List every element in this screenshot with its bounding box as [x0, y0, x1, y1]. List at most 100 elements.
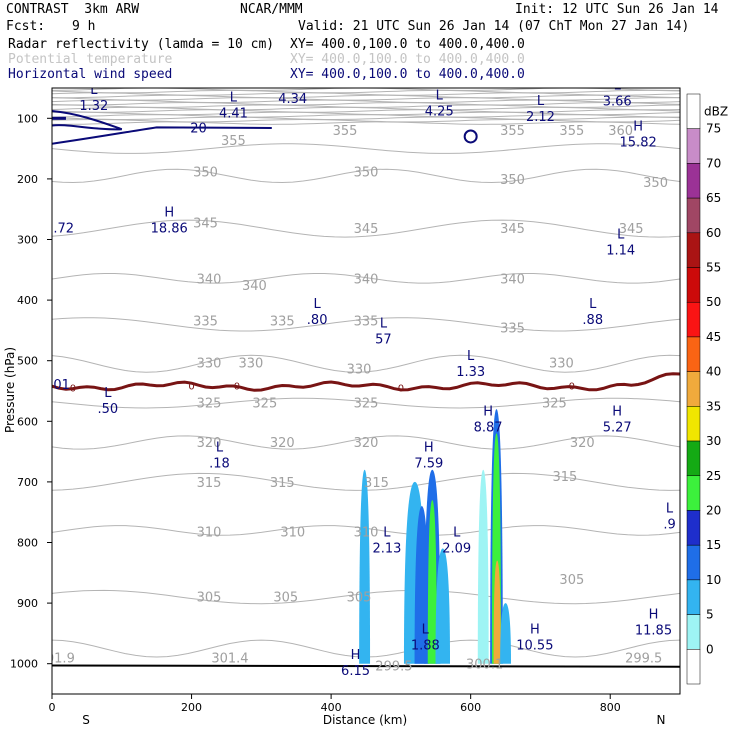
theta-line [52, 101, 680, 106]
colorbar-label: 40 [706, 365, 721, 379]
theta-label: 340 [500, 272, 525, 287]
colorbar-label: 65 [706, 191, 721, 205]
theta-label: 350 [500, 173, 525, 188]
colorbar-segment [686, 93, 701, 129]
theta-label: 345 [500, 222, 525, 237]
extremum-marker: L [216, 441, 224, 456]
field-name-theta: Potential temperature [8, 52, 173, 67]
freezing-level-label: 0 [398, 383, 404, 394]
theta-label: 330 [549, 357, 574, 372]
theta-label: 340 [354, 272, 379, 287]
extremum-marker: L [614, 78, 622, 93]
colorbar-label: 70 [706, 156, 721, 170]
theta-line [52, 116, 680, 120]
colorbar-label: 25 [706, 469, 721, 483]
theta-line [52, 99, 680, 103]
extremum-value: 18.86 [151, 222, 188, 237]
y-tick-label: 800 [17, 537, 38, 550]
extremum-marker: L [90, 83, 98, 98]
extremum-value: 57 [375, 332, 392, 347]
field-name-reflectivity: Radar reflectivity (lamda = 10 cm) [8, 37, 275, 52]
header-fcst-label: Fcst: [6, 19, 46, 34]
extremum-value: 4.34 [278, 92, 307, 107]
extremum-value: 3.66 [603, 94, 632, 109]
x-tick-label: 800 [600, 701, 621, 714]
colorbar-segment [686, 371, 701, 407]
colorbar-segment [686, 475, 701, 511]
extremum-value: .72 [53, 222, 74, 237]
theta-label: 350 [193, 166, 218, 181]
extremum-marker: L [104, 386, 112, 401]
freezing-level-label: 0 [234, 382, 240, 393]
theta-label: 325 [542, 397, 567, 412]
theta-label: 340 [197, 272, 222, 287]
freezing-level-label: 0 [70, 383, 76, 394]
y-tick-label: 1000 [10, 658, 38, 671]
theta-label: 360 [608, 124, 633, 139]
field-xy-wind: XY= 400.0,100.0 to 400.0,400.0 [290, 67, 525, 82]
theta-line [52, 435, 680, 450]
reflectivity-cell [477, 469, 489, 664]
theta-label: 355 [333, 124, 358, 139]
extremum-marker: H [649, 607, 659, 622]
theta-line [52, 89, 680, 94]
header-init: Init: 12 UTC Sun 26 Jan 14 [515, 2, 719, 17]
theta-label: 350 [643, 176, 668, 191]
field-xy-reflectivity: XY= 400.0,100.0 to 400.0,400.0 [290, 37, 525, 52]
field-xy-theta: XY= 400.0,100.0 to 400.0,400.0 [290, 52, 525, 67]
theta-line [52, 273, 680, 284]
extremum-marker: H [424, 441, 434, 456]
extremum-value: 6.15 [341, 664, 370, 679]
colorbar-segment [686, 649, 701, 685]
surface-line [52, 664, 680, 668]
extremum-value: 4.25 [425, 105, 454, 120]
theta-label: 355 [500, 124, 525, 139]
theta-label: 320 [570, 436, 595, 451]
extremum-marker: L [380, 316, 388, 331]
theta-line [52, 168, 680, 184]
field-name-wind: Horizontal wind speed [8, 67, 173, 82]
extremum-marker: H [633, 119, 643, 134]
theta-line [52, 109, 680, 113]
freezing-level-line [52, 372, 680, 392]
header-fcst-value: 9 h [72, 19, 96, 34]
colorbar-segment [686, 579, 701, 615]
x-tick-label: 200 [181, 701, 202, 714]
theta-label: 310 [197, 526, 222, 541]
theta-line [52, 106, 680, 111]
colorbar-label: 55 [706, 261, 721, 275]
wind-contour [52, 126, 272, 145]
y-tick-label: 600 [17, 415, 38, 428]
x-tick-label: 400 [321, 701, 342, 714]
colorbar-label: 10 [706, 573, 721, 587]
colorbar-label: 0 [706, 642, 714, 656]
extremum-value: 1.33 [456, 365, 485, 380]
colorbar-label: 50 [706, 295, 721, 309]
theta-label: 330 [347, 363, 372, 378]
theta-label: 355 [221, 134, 246, 149]
theta-label: 325 [197, 397, 222, 412]
extremum-value: 1.32 [79, 99, 108, 114]
theta-label: 345 [193, 217, 218, 232]
header-center: NCAR/MMM [240, 2, 303, 17]
colorbar-segment [686, 128, 701, 164]
theta-label: 335 [270, 315, 295, 330]
extremum-value: 1.88 [411, 638, 440, 653]
colorbar-segment [686, 301, 701, 338]
theta-label: 345 [354, 222, 379, 237]
reflectivity-cell [435, 548, 451, 664]
theta-label: 320 [354, 436, 379, 451]
extremum-value: 10.55 [516, 638, 553, 653]
y-tick-label: 300 [17, 234, 38, 247]
theta-line [52, 354, 680, 373]
colorbar-label: 45 [706, 330, 721, 344]
theta-line [52, 118, 680, 123]
extremum-value: 4.41 [219, 106, 248, 121]
reflectivity-cell [493, 560, 501, 664]
theta-label: 301.4 [211, 652, 248, 667]
theta-line [52, 317, 680, 332]
theta-label: 350 [354, 166, 379, 181]
theta-line [52, 114, 680, 118]
extremum-marker: L [436, 89, 444, 104]
